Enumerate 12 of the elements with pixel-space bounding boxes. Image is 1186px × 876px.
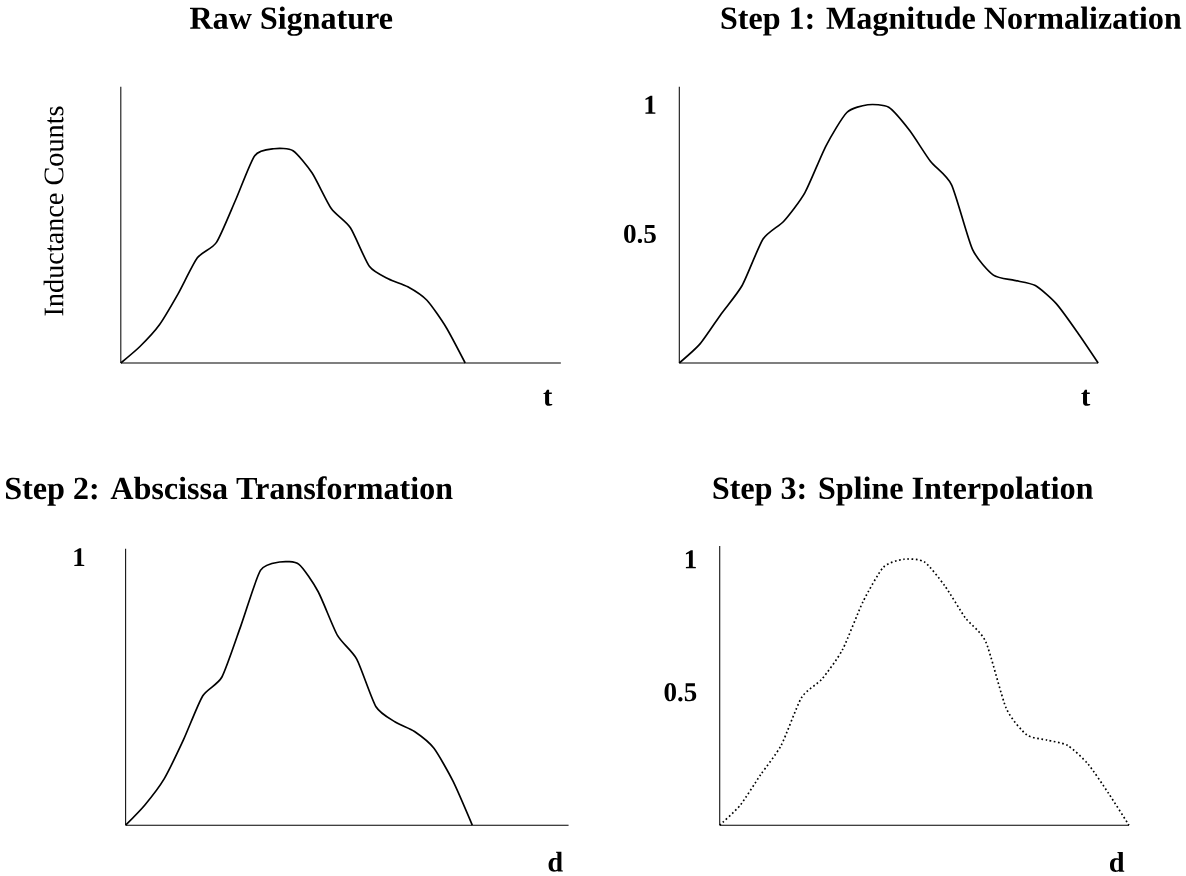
x-axis-title: d xyxy=(548,851,563,872)
chart-title: Raw Signature xyxy=(189,6,393,36)
y-tick-label: 0.5 xyxy=(664,682,697,702)
x-axis-title: t xyxy=(1081,389,1091,406)
x-axis-title: t xyxy=(543,389,553,406)
chart-title: Step 1: Magnitude Normalization xyxy=(721,6,1182,36)
x-axis-title: d xyxy=(1109,851,1125,872)
text: 1 xyxy=(74,548,85,566)
chart-title: Step 3: Spline Interpolation xyxy=(713,476,1093,506)
y-axis-title: Inductance Counts xyxy=(43,106,64,316)
chart-title: Step 2: Abscissa Transformation xyxy=(5,476,453,506)
y-tick-label: 0.5 xyxy=(624,224,656,243)
